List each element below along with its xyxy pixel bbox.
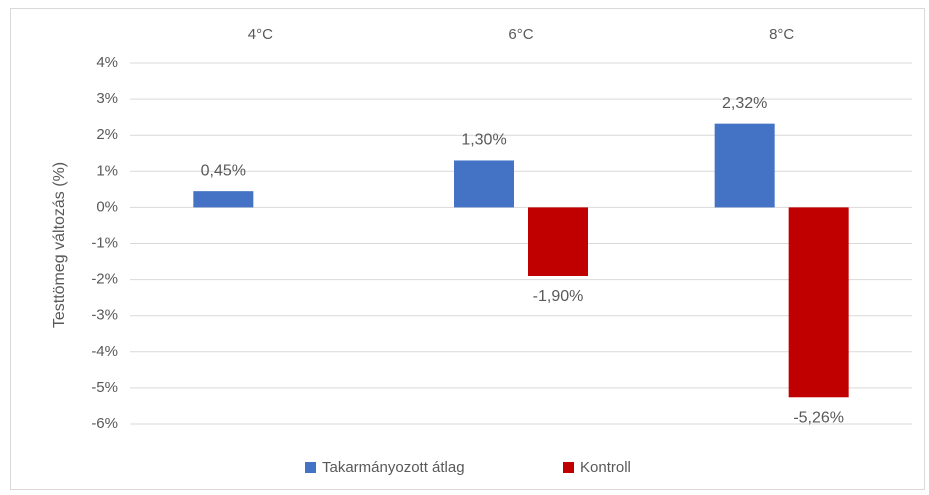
data-label: -5,26% [793, 410, 844, 427]
legend-swatch [305, 462, 316, 473]
y-axis-label: Testtömeg változás (%) [51, 162, 68, 328]
y-tick-label: 4% [96, 54, 118, 71]
y-tick-label: 1% [96, 162, 118, 179]
bar [454, 160, 514, 208]
bar [193, 191, 254, 208]
category-label: 8°C [769, 26, 794, 43]
y-tick-label: -4% [91, 343, 118, 360]
y-tick-label: 3% [96, 90, 118, 107]
legend-label: Takarmányozott átlag [322, 459, 465, 476]
y-tick-label: -2% [91, 271, 118, 288]
data-label: 0,45% [201, 162, 246, 179]
legend-label: Kontroll [580, 459, 631, 476]
y-tick-label: -3% [91, 307, 118, 324]
data-label: 1,30% [461, 132, 506, 149]
y-tick-label: -6% [91, 415, 118, 432]
bar [714, 123, 775, 208]
bar [528, 207, 588, 276]
category-label: 6°C [508, 26, 533, 43]
data-label: 2,32% [722, 95, 767, 112]
chart-border [10, 8, 925, 490]
y-tick-label: -1% [91, 234, 118, 251]
category-label: 4°C [248, 26, 273, 43]
y-tick-label: -5% [91, 379, 118, 396]
bar [788, 207, 849, 398]
y-tick-label: 0% [96, 198, 118, 215]
y-tick-label: 2% [96, 126, 118, 143]
data-label: -1,90% [533, 288, 584, 305]
legend-swatch [563, 462, 574, 473]
